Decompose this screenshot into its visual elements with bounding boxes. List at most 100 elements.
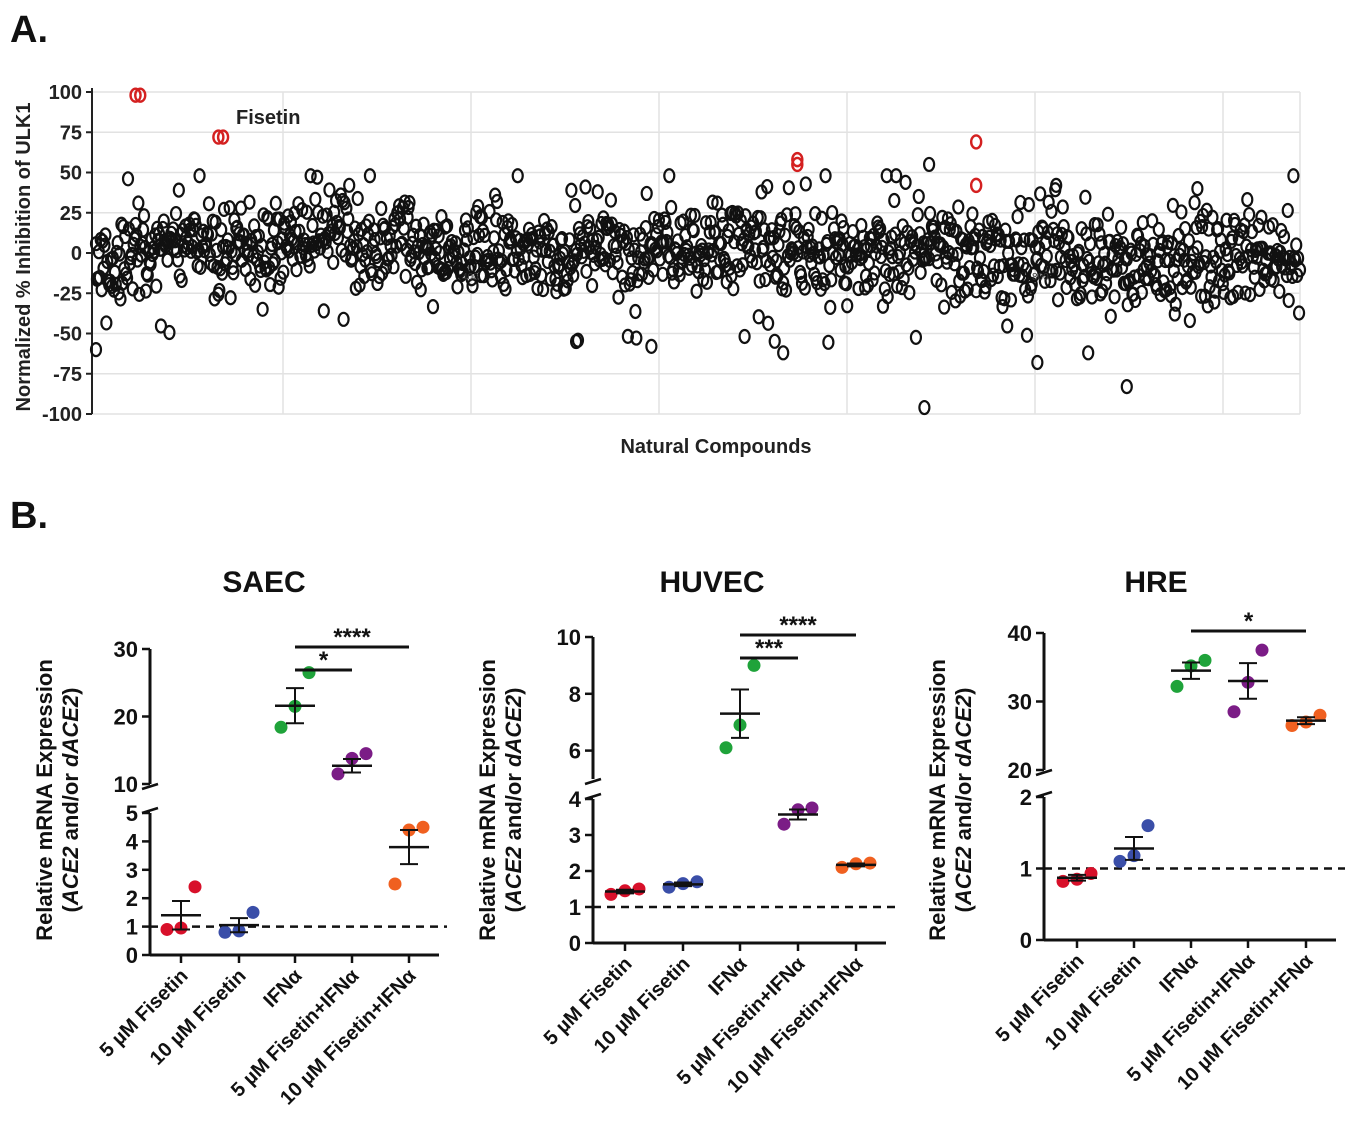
label-part: (	[58, 904, 83, 912]
compound-point	[511, 168, 524, 184]
compound-point	[611, 255, 624, 271]
hre-data-point	[1285, 718, 1299, 732]
huvec-y-tick-label: 6	[569, 739, 581, 764]
compound-point	[1031, 354, 1044, 371]
compound-point	[580, 263, 593, 279]
huvec-category-label: IFNα	[705, 952, 753, 1000]
compound-point	[868, 265, 881, 281]
y-tick-label: 100	[49, 82, 82, 104]
panel-b-charts: SAEC Relative mRNA Expression (ACE2 and/or…	[32, 566, 1345, 1109]
gene-name: dACE2	[501, 694, 526, 767]
compound-point	[298, 236, 312, 253]
compound-point	[815, 210, 828, 226]
saec-y-tick-label: 3	[126, 858, 138, 883]
compound-point	[462, 261, 475, 277]
compound-point	[996, 298, 1009, 315]
compound-point	[711, 195, 724, 211]
compound-point	[914, 264, 927, 280]
hre-y-tick-label: 2	[1020, 785, 1032, 810]
compound-point	[500, 262, 513, 278]
compound-point	[262, 211, 275, 227]
hre-data-point	[1170, 679, 1184, 693]
saec-y-tick-label: 10	[114, 772, 138, 797]
compound-point	[777, 345, 790, 361]
compound-point	[818, 276, 831, 292]
compound-point	[1270, 258, 1283, 275]
compound-point	[290, 262, 303, 278]
huvec-data-point	[747, 658, 761, 672]
compound-point	[948, 256, 961, 272]
compound-point	[752, 309, 765, 325]
saec-title: SAEC	[222, 566, 305, 599]
compound-point	[738, 328, 751, 345]
compound-point	[100, 315, 113, 331]
compound-point	[1129, 292, 1142, 309]
compound-point	[1241, 191, 1254, 208]
panel-a-ylabel: Normalized % Inhibition of ULK1	[13, 103, 35, 412]
compound-point	[117, 218, 130, 235]
saec-axis-break	[141, 782, 159, 791]
compound-point	[505, 216, 519, 233]
compound-point	[1034, 186, 1047, 202]
compound-point	[1051, 292, 1065, 308]
huvec-significance-label: ***	[755, 635, 784, 662]
compound-point	[277, 264, 290, 280]
compound-point	[98, 237, 111, 253]
hre-category-label: IFNα	[1156, 949, 1204, 997]
compound-point	[824, 299, 837, 315]
compound-point	[1104, 308, 1117, 324]
huvec-title: HUVEC	[659, 566, 764, 599]
compound-point	[537, 282, 550, 298]
hre-y-tick-label: 30	[1008, 690, 1032, 715]
compound-point	[586, 232, 600, 248]
compound-point	[1093, 226, 1106, 242]
compound-point	[1175, 204, 1188, 220]
compound-point	[876, 298, 890, 314]
compound-point	[386, 219, 399, 236]
saec-significance-label: ****	[333, 624, 371, 651]
hre-data-point	[1198, 653, 1212, 667]
saec-y-tick-label: 30	[114, 637, 138, 662]
chart-huvec: HUVEC Relative mRNA Expression (ACE2 and/o…	[475, 566, 898, 1097]
hit-point	[969, 134, 983, 150]
compound-point	[137, 208, 151, 224]
y-tick-label: -25	[53, 283, 82, 305]
compound-point	[1050, 177, 1063, 193]
saec-ylabel-line1: Relative mRNA Expression	[32, 659, 57, 941]
hit-point	[969, 177, 983, 194]
compound-point	[1188, 195, 1201, 211]
label-part: )	[951, 688, 976, 695]
hre-significance-label: *	[1244, 608, 1254, 635]
compound-point	[215, 222, 228, 238]
compound-point	[688, 207, 701, 224]
compound-point	[545, 219, 558, 235]
compound-point	[973, 250, 987, 266]
compound-point	[309, 191, 322, 207]
compound-point	[918, 399, 931, 416]
compound-point	[727, 281, 740, 297]
compound-point	[1237, 223, 1250, 240]
gene-name: ACE2	[951, 846, 976, 906]
compound-point	[216, 265, 229, 281]
compound-point	[223, 200, 236, 216]
gene-name: dACE2	[951, 694, 976, 767]
compound-point	[317, 303, 330, 319]
saec-data-point	[302, 666, 316, 680]
label-part: )	[501, 688, 526, 695]
compound-point	[1098, 246, 1111, 262]
saec-y-tick-label: 20	[114, 705, 138, 730]
saec-data-point	[359, 747, 373, 761]
compound-point	[1183, 312, 1196, 329]
compound-point	[303, 258, 316, 274]
compound-point	[252, 228, 265, 244]
compound-point	[433, 245, 446, 261]
compound-point	[829, 250, 843, 266]
compound-point	[639, 220, 652, 236]
compound-point	[488, 230, 501, 246]
compound-point	[1146, 213, 1159, 229]
y-tick-label: 75	[60, 122, 82, 144]
panel-b-label: B.	[10, 495, 48, 537]
compound-point	[414, 282, 427, 298]
hre-ylabel-line2: (ACE2 and/or dACE2)	[951, 688, 976, 913]
compound-point	[621, 328, 634, 344]
